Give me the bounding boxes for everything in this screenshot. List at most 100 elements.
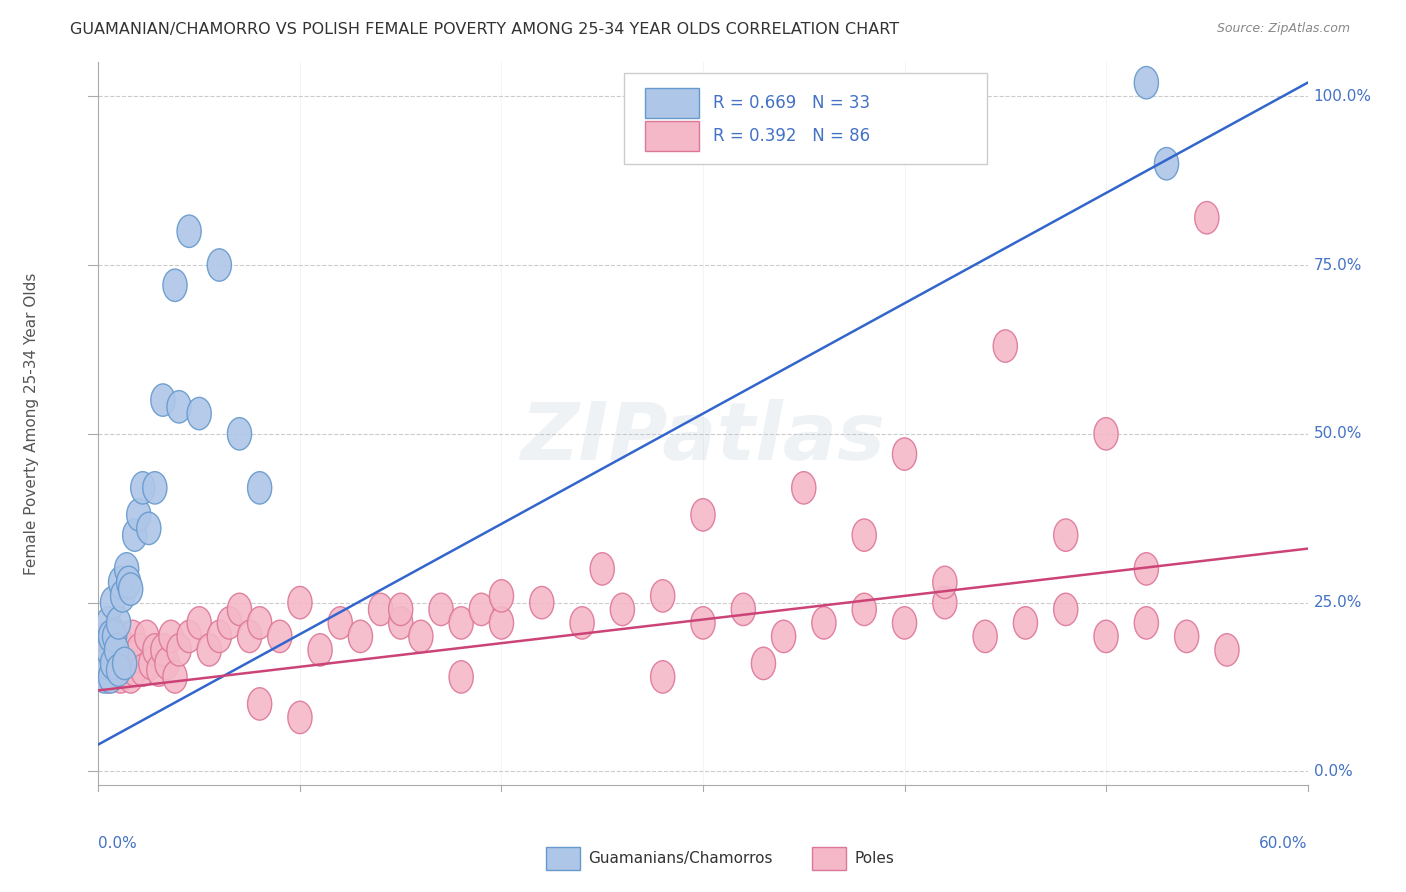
Ellipse shape <box>122 519 146 551</box>
Ellipse shape <box>1174 620 1199 653</box>
Ellipse shape <box>94 654 118 686</box>
Ellipse shape <box>591 553 614 585</box>
Ellipse shape <box>388 593 413 625</box>
Ellipse shape <box>150 384 174 417</box>
Ellipse shape <box>429 593 453 625</box>
Ellipse shape <box>135 620 159 653</box>
Text: 0.0%: 0.0% <box>1313 764 1353 779</box>
Ellipse shape <box>93 633 117 666</box>
Ellipse shape <box>197 633 221 666</box>
Ellipse shape <box>247 472 271 504</box>
Ellipse shape <box>104 633 129 666</box>
Text: GUAMANIAN/CHAMORRO VS POLISH FEMALE POVERTY AMONG 25-34 YEAR OLDS CORRELATION CH: GUAMANIAN/CHAMORRO VS POLISH FEMALE POVE… <box>70 22 900 37</box>
Ellipse shape <box>117 566 141 599</box>
FancyBboxPatch shape <box>811 847 845 871</box>
Ellipse shape <box>690 499 716 531</box>
Ellipse shape <box>114 553 139 585</box>
Ellipse shape <box>104 648 129 680</box>
Ellipse shape <box>1094 417 1118 450</box>
Ellipse shape <box>247 607 271 639</box>
Ellipse shape <box>98 661 122 693</box>
Ellipse shape <box>288 586 312 619</box>
Ellipse shape <box>651 661 675 693</box>
Ellipse shape <box>103 633 127 666</box>
Ellipse shape <box>100 648 125 680</box>
Ellipse shape <box>368 593 392 625</box>
Ellipse shape <box>1215 633 1239 666</box>
Ellipse shape <box>118 573 143 606</box>
Ellipse shape <box>98 633 122 666</box>
Ellipse shape <box>131 654 155 686</box>
Ellipse shape <box>388 607 413 639</box>
Ellipse shape <box>530 586 554 619</box>
Ellipse shape <box>973 620 997 653</box>
Ellipse shape <box>449 661 474 693</box>
Ellipse shape <box>118 661 143 693</box>
Ellipse shape <box>150 633 174 666</box>
Ellipse shape <box>177 620 201 653</box>
Ellipse shape <box>93 661 117 693</box>
Ellipse shape <box>112 648 136 680</box>
Ellipse shape <box>1135 67 1159 99</box>
Ellipse shape <box>108 661 132 693</box>
Ellipse shape <box>690 607 716 639</box>
Ellipse shape <box>932 566 957 599</box>
Ellipse shape <box>792 472 815 504</box>
Ellipse shape <box>228 593 252 625</box>
Ellipse shape <box>409 620 433 653</box>
Ellipse shape <box>108 566 132 599</box>
Ellipse shape <box>136 512 160 545</box>
Ellipse shape <box>98 648 122 680</box>
Ellipse shape <box>207 249 232 281</box>
Ellipse shape <box>349 620 373 653</box>
Ellipse shape <box>125 640 149 673</box>
Ellipse shape <box>610 593 634 625</box>
Ellipse shape <box>122 654 146 686</box>
Ellipse shape <box>1135 553 1159 585</box>
Ellipse shape <box>107 607 131 639</box>
Ellipse shape <box>228 417 252 450</box>
Ellipse shape <box>489 580 513 612</box>
Ellipse shape <box>167 391 191 423</box>
FancyBboxPatch shape <box>645 121 699 152</box>
Ellipse shape <box>112 654 136 686</box>
Ellipse shape <box>288 701 312 733</box>
Ellipse shape <box>103 620 127 653</box>
Ellipse shape <box>187 607 211 639</box>
Text: Female Poverty Among 25-34 Year Olds: Female Poverty Among 25-34 Year Olds <box>24 273 39 574</box>
Ellipse shape <box>1053 519 1078 551</box>
Ellipse shape <box>131 472 155 504</box>
Ellipse shape <box>177 215 201 247</box>
Ellipse shape <box>111 580 135 612</box>
Ellipse shape <box>94 648 118 680</box>
Ellipse shape <box>97 620 121 653</box>
Ellipse shape <box>267 620 292 653</box>
FancyBboxPatch shape <box>645 87 699 118</box>
Text: Guamanians/Chamorros: Guamanians/Chamorros <box>588 851 773 866</box>
Ellipse shape <box>155 648 179 680</box>
Ellipse shape <box>569 607 595 639</box>
Text: 25.0%: 25.0% <box>1313 595 1362 610</box>
Ellipse shape <box>167 633 191 666</box>
Text: Poles: Poles <box>855 851 894 866</box>
Ellipse shape <box>159 620 183 653</box>
Text: 75.0%: 75.0% <box>1313 258 1362 273</box>
Ellipse shape <box>247 688 271 720</box>
Ellipse shape <box>127 499 150 531</box>
Ellipse shape <box>1053 593 1078 625</box>
Ellipse shape <box>932 586 957 619</box>
Ellipse shape <box>114 648 139 680</box>
Text: 0.0%: 0.0% <box>98 836 138 851</box>
Ellipse shape <box>127 633 150 666</box>
Ellipse shape <box>100 586 125 619</box>
Text: ZIPatlas: ZIPatlas <box>520 399 886 477</box>
Ellipse shape <box>449 607 474 639</box>
Ellipse shape <box>893 438 917 470</box>
Ellipse shape <box>470 593 494 625</box>
Ellipse shape <box>1094 620 1118 653</box>
Ellipse shape <box>121 620 145 653</box>
Ellipse shape <box>107 654 131 686</box>
Ellipse shape <box>731 593 755 625</box>
Ellipse shape <box>97 633 121 666</box>
Ellipse shape <box>111 640 135 673</box>
